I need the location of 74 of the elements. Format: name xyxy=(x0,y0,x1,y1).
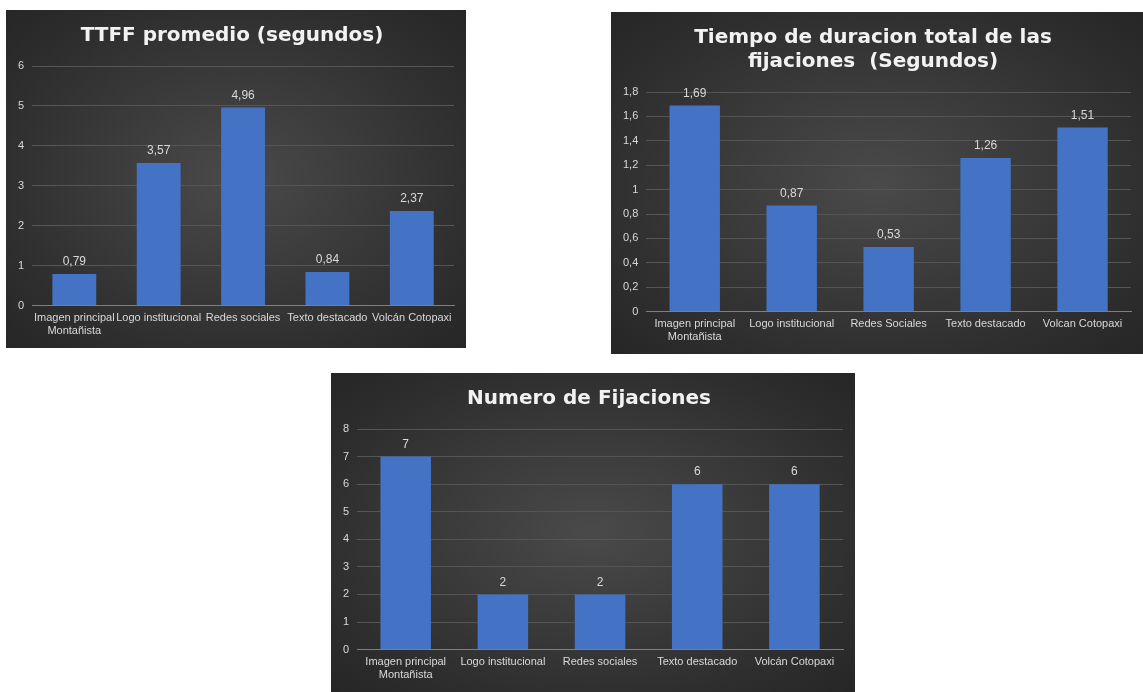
bar xyxy=(574,594,626,650)
y-tick-label: 1 xyxy=(17,258,25,271)
bar xyxy=(52,274,97,306)
x-tick-label: Redes sociales xyxy=(562,655,638,668)
data-label: 1,69 xyxy=(683,85,707,100)
x-tick-label: Logo institucional xyxy=(116,311,202,324)
data-label: 0,53 xyxy=(876,227,901,242)
y-tick-label: 1,8 xyxy=(622,85,639,98)
y-tick-label: 0 xyxy=(632,304,639,317)
data-label: 4,96 xyxy=(231,87,256,102)
bar xyxy=(669,105,720,312)
x-tick-label: Volcán Cotopaxi xyxy=(372,311,452,324)
x-tick-label: Texto destacado xyxy=(657,655,738,668)
y-tick-label: 5 xyxy=(342,504,350,517)
x-tick-label: Logo institucional xyxy=(460,655,546,668)
x-tick-label: Imagen principal Montañista xyxy=(654,317,736,343)
bar xyxy=(477,594,529,650)
chart-title: TTFF promedio (segundos) xyxy=(80,22,384,47)
y-tick-label: 4 xyxy=(17,138,25,151)
data-label: 3,57 xyxy=(147,143,171,158)
bar xyxy=(960,157,1011,312)
bar xyxy=(766,205,817,312)
bar xyxy=(769,484,820,650)
data-label: 2 xyxy=(596,574,604,589)
y-tick-label: 1,6 xyxy=(622,109,639,122)
x-tick-label: Imagen principal Montañista xyxy=(365,655,447,681)
y-tick-label: 1 xyxy=(632,182,639,195)
y-tick-label: 2 xyxy=(342,587,350,600)
x-tick-label: Redes Sociales xyxy=(850,317,928,330)
data-label: 2 xyxy=(499,574,507,589)
x-tick-label: Logo institucional xyxy=(749,317,835,330)
bar xyxy=(1057,127,1108,312)
y-tick-label: 0,2 xyxy=(622,280,639,293)
y-tick-label: 1 xyxy=(342,615,350,628)
data-label: 1,51 xyxy=(1070,107,1095,122)
data-label: 1,26 xyxy=(973,138,998,153)
bar xyxy=(863,246,914,312)
y-tick-label: 0,6 xyxy=(622,231,639,244)
data-label: 7 xyxy=(402,436,410,451)
x-tick-label: Texto destacado xyxy=(945,317,1026,330)
x-tick-label: Imagen principal Montañista xyxy=(33,311,115,337)
y-tick-label: 3 xyxy=(17,178,25,191)
y-tick-label: 1,4 xyxy=(622,133,639,146)
bar xyxy=(389,210,434,306)
y-tick-label: 7 xyxy=(342,449,350,462)
x-tick-label: Volcan Cotopaxi xyxy=(1042,317,1123,330)
y-tick-label: 0,4 xyxy=(622,255,639,268)
bar xyxy=(305,272,350,306)
x-tick-label: Texto destacado xyxy=(287,311,368,324)
y-tick-label: 4 xyxy=(342,532,350,545)
y-tick-label: 2 xyxy=(17,218,25,231)
y-tick-label: 0,8 xyxy=(622,207,639,220)
data-label: 0,84 xyxy=(315,252,340,267)
data-label: 6 xyxy=(791,464,799,479)
y-tick-label: 1,2 xyxy=(622,158,639,171)
data-label: 0,79 xyxy=(62,254,87,269)
y-tick-label: 0 xyxy=(17,298,25,311)
bar xyxy=(380,456,431,650)
data-label: 6 xyxy=(693,464,701,479)
y-tick-label: 3 xyxy=(342,559,350,572)
chart-title: Tiempo de duracion total de las fijaciones (Segundos) xyxy=(694,24,1052,73)
y-tick-label: 5 xyxy=(17,98,25,111)
y-tick-label: 6 xyxy=(17,59,25,72)
x-tick-label: Redes sociales xyxy=(205,311,281,324)
data-label: 2,37 xyxy=(400,191,424,206)
x-tick-label: Volcán Cotopaxi xyxy=(754,655,835,668)
bar xyxy=(221,107,265,306)
y-tick-label: 8 xyxy=(342,422,350,435)
bar xyxy=(136,163,181,306)
bar xyxy=(671,484,723,650)
y-tick-label: 0 xyxy=(342,642,350,655)
y-tick-label: 6 xyxy=(342,477,350,490)
data-label: 0,87 xyxy=(780,185,804,200)
chart-title: Numero de Fijaciones xyxy=(467,385,711,410)
